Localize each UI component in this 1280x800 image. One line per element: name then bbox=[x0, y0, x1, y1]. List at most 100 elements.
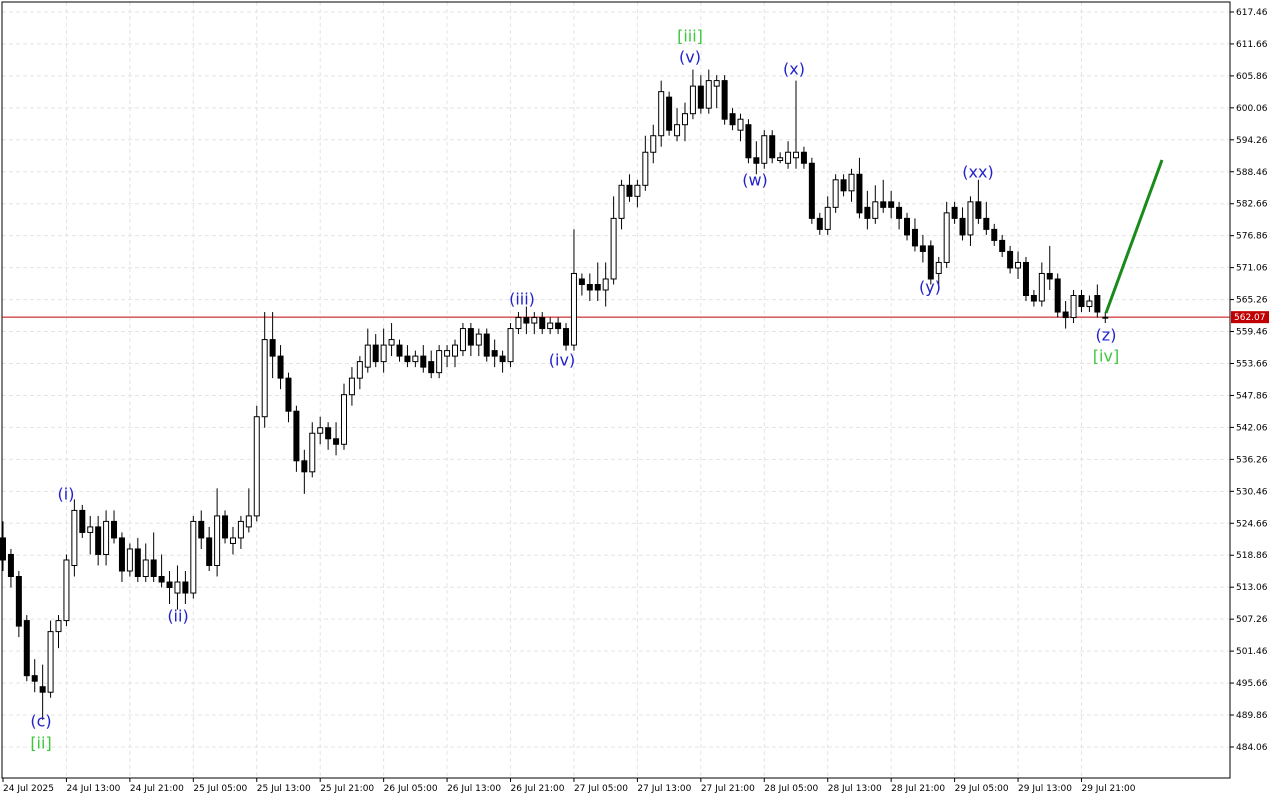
wave-label: (v) bbox=[679, 48, 701, 67]
candle-body bbox=[1030, 295, 1037, 302]
y-tick-label: 484.06 bbox=[1236, 743, 1268, 753]
candle-body bbox=[705, 80, 712, 109]
candle-body bbox=[563, 328, 570, 346]
candle-body bbox=[198, 520, 205, 539]
y-tick-label: 617.46 bbox=[1236, 8, 1268, 18]
candle-body bbox=[293, 410, 300, 462]
candle-body bbox=[626, 184, 633, 197]
candle-body bbox=[158, 576, 165, 583]
candle-body bbox=[602, 278, 609, 291]
y-tick-label: 576.86 bbox=[1236, 232, 1268, 242]
y-tick-label: 501.46 bbox=[1236, 647, 1268, 657]
candle-body bbox=[39, 686, 46, 693]
candle-body bbox=[745, 124, 752, 159]
forecast-line bbox=[1104, 159, 1164, 314]
candle-body bbox=[840, 179, 847, 192]
candle-body bbox=[594, 283, 601, 291]
candle-body bbox=[634, 184, 641, 197]
candle-body bbox=[578, 278, 585, 285]
candle-body bbox=[142, 559, 149, 578]
candle-body bbox=[214, 515, 221, 566]
wave-label: [ii] bbox=[30, 734, 51, 753]
current-price-tag bbox=[1231, 311, 1269, 324]
candle-body bbox=[721, 80, 728, 120]
candle-body bbox=[808, 162, 815, 219]
candle-body bbox=[222, 515, 229, 539]
y-tick-label: 513.06 bbox=[1236, 583, 1268, 593]
y-tick-label: 571.06 bbox=[1236, 264, 1268, 274]
candle-body bbox=[1054, 278, 1061, 313]
candle-body bbox=[1070, 295, 1077, 319]
candle-body bbox=[245, 515, 252, 528]
candle-body bbox=[111, 520, 118, 539]
candle-body bbox=[277, 355, 284, 379]
candle-body bbox=[539, 317, 546, 330]
candle-body bbox=[7, 553, 14, 578]
x-tick-label: 29 Jul 13:00 bbox=[1018, 784, 1072, 794]
y-tick-label: 605.86 bbox=[1236, 72, 1268, 82]
candle-body bbox=[713, 80, 720, 87]
candle-body bbox=[777, 157, 784, 162]
candle-body bbox=[444, 350, 451, 357]
candle-body bbox=[832, 179, 839, 208]
x-tick-label: 27 Jul 21:00 bbox=[701, 784, 755, 794]
y-tick-label: 588.46 bbox=[1236, 168, 1268, 178]
y-tick-label: 536.26 bbox=[1236, 455, 1268, 465]
candle-body bbox=[681, 113, 688, 126]
y-tick-label: 542.06 bbox=[1236, 423, 1268, 433]
candle-body bbox=[983, 217, 990, 230]
candle-body bbox=[975, 201, 982, 219]
candle-body bbox=[555, 322, 562, 330]
candle-body bbox=[261, 339, 268, 418]
candle-body bbox=[848, 173, 855, 192]
x-tick-label: 28 Jul 13:00 bbox=[828, 784, 882, 794]
candle-body bbox=[872, 201, 879, 219]
y-tick-label: 524.66 bbox=[1236, 519, 1268, 529]
y-tick-label: 594.26 bbox=[1236, 136, 1268, 146]
candle-body bbox=[459, 328, 466, 352]
candle-body bbox=[896, 206, 903, 219]
candle-body bbox=[150, 559, 157, 578]
x-tick-label: 29 Jul 05:00 bbox=[955, 784, 1009, 794]
candle-body bbox=[0, 537, 6, 561]
candle-body bbox=[800, 151, 807, 164]
candle-body bbox=[911, 228, 918, 247]
candle-body bbox=[71, 509, 78, 566]
candle-body bbox=[380, 344, 387, 363]
x-tick-label: 27 Jul 13:00 bbox=[637, 784, 691, 794]
candle-body bbox=[499, 355, 506, 363]
candle-body bbox=[15, 576, 22, 627]
candle-body bbox=[1062, 311, 1069, 319]
wave-label: [iii] bbox=[677, 27, 703, 46]
x-tick-label: 25 Jul 13:00 bbox=[257, 784, 311, 794]
candle-body bbox=[666, 96, 673, 131]
x-tick-label: 24 Jul 2025 bbox=[3, 784, 54, 794]
candle-body bbox=[650, 135, 657, 153]
candle-body bbox=[396, 344, 403, 357]
y-tick-label: 518.86 bbox=[1236, 551, 1268, 561]
wave-label: (z) bbox=[1096, 326, 1117, 345]
x-tick-label: 29 Jul 21:00 bbox=[1081, 784, 1135, 794]
candle-body bbox=[229, 537, 236, 544]
candle-body bbox=[253, 416, 260, 517]
candle-body bbox=[793, 151, 799, 159]
wave-label: [iv] bbox=[1093, 347, 1119, 366]
candle-body bbox=[412, 355, 419, 363]
y-tick-label: 507.26 bbox=[1236, 615, 1268, 625]
candle-body bbox=[943, 212, 950, 263]
candle-body bbox=[388, 339, 395, 346]
plot-frame bbox=[1, 1, 1231, 779]
candle-body bbox=[325, 427, 332, 440]
current-price-label: 562.07 bbox=[1234, 313, 1266, 323]
candle-body bbox=[301, 460, 308, 473]
candle-body bbox=[888, 201, 895, 208]
candle-body bbox=[348, 377, 355, 396]
candle-body bbox=[935, 261, 942, 274]
wave-label: (ii) bbox=[167, 607, 188, 626]
candle-body bbox=[166, 581, 173, 589]
candle-body bbox=[610, 217, 617, 280]
candle-body bbox=[697, 85, 704, 109]
candle-body bbox=[919, 245, 926, 252]
candle-body bbox=[436, 350, 443, 374]
